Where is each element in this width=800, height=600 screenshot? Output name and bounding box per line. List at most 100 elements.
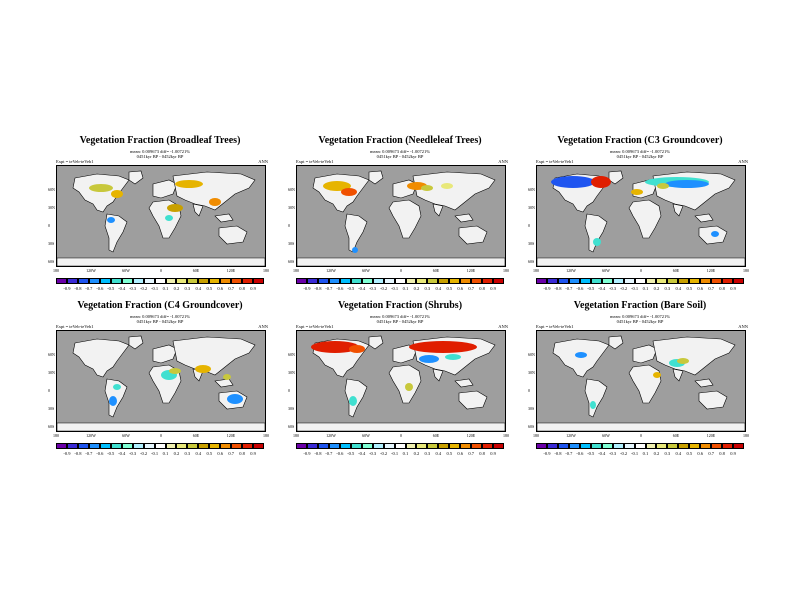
anomaly-patch (341, 188, 357, 196)
land-outline (368, 170, 384, 185)
colorbar-swatch (56, 278, 67, 284)
colorbar-swatch (460, 278, 472, 284)
longitude-label: 120E (466, 433, 476, 438)
colorbar-label: -0.9 (543, 286, 551, 291)
anomaly-patch (195, 365, 211, 373)
colorbar-swatch (99, 443, 111, 449)
anomaly-patch (167, 204, 183, 212)
colorbar-swatch (372, 443, 384, 449)
colorbar-swatch (394, 443, 406, 449)
stats-line: mean: 0.009673 diff= -1.00721% (609, 314, 671, 319)
colorbar-label: 0.4 (195, 451, 202, 456)
land-outline (537, 422, 745, 431)
land-outline (128, 335, 144, 350)
colorbar-swatch (220, 278, 232, 284)
longitude-label: 180 (293, 433, 299, 438)
colorbar-swatch (678, 278, 690, 284)
land-outline (152, 179, 178, 199)
colorbar-label: -0.3 (609, 286, 617, 291)
stats-line: mean: 0.009673 diff= -1.00721% (369, 149, 431, 154)
colorbar-swatch (634, 443, 646, 449)
colorbar-swatch (56, 443, 67, 449)
colorbar-swatch (317, 443, 329, 449)
land-outline (344, 213, 368, 253)
colorbar-label: 0.1 (162, 286, 169, 291)
colorbar-swatch (546, 443, 558, 449)
panel-title: Vegetation Fraction (C3 Groundcover) (557, 135, 723, 146)
anomaly-patch (109, 396, 117, 406)
colorbar-label: -0.2 (620, 286, 628, 291)
land-outline (312, 173, 370, 213)
colorbar-label: 0.6 (697, 286, 704, 291)
colorbar-label: -0.5 (107, 286, 115, 291)
period-line: 0451kyr BP - 0452kyr BP (616, 319, 664, 324)
colorbar-label: -0.8 (74, 286, 82, 291)
land-outline (454, 378, 474, 388)
colorbar-label: 0.8 (239, 451, 245, 456)
map-panel: Vegetation Fraction (Broadleaf Trees) mea… (48, 135, 270, 325)
land-outline (698, 390, 728, 410)
colorbar-label: -0.4 (118, 451, 126, 456)
latitude-label: 30N (528, 205, 535, 210)
longitude-label: 120W (86, 268, 96, 273)
colorbar-swatch (339, 443, 351, 449)
colorbar-label: -0.6 (96, 451, 104, 456)
longitude-label: 120W (326, 433, 336, 438)
colorbar-label: 0.6 (217, 451, 224, 456)
longitude-label: 180 (533, 268, 539, 273)
colorbar-label: 0.7 (228, 451, 234, 456)
colorbar-label: -0.1 (390, 451, 399, 456)
longitude-label: 120E (226, 268, 236, 273)
colorbar-swatch (165, 278, 177, 284)
anomaly-patch (653, 372, 661, 378)
panel-title: Vegetation Fraction (Broadleaf Trees) (79, 135, 241, 146)
anomaly-patch (175, 180, 203, 188)
longitude-label: 120W (566, 433, 576, 438)
colorbar-label: -0.8 (554, 286, 562, 291)
colorbar-swatch (88, 278, 100, 284)
land-outline (214, 213, 234, 223)
anomaly-patch (591, 176, 611, 188)
colorbar-label: -0.7 (565, 451, 573, 456)
colorbar-swatch (121, 278, 133, 284)
land-outline (72, 338, 130, 378)
colorbar-swatch (634, 278, 646, 284)
latitude-label: 0 (288, 223, 290, 228)
panel-title: Vegetation Fraction (Needleleaf Trees) (318, 135, 482, 146)
land-outline (454, 213, 474, 223)
colorbar-swatch (623, 443, 635, 449)
colorbar-swatch (656, 443, 668, 449)
latitude-label: 60S (288, 259, 295, 264)
colorbar-swatch (667, 278, 679, 284)
land-outline (608, 335, 624, 350)
colorbar-label: 0.1 (162, 451, 169, 456)
colorbar-label: -0.9 (543, 451, 551, 456)
colorbar-label: 0.5 (686, 286, 693, 291)
world-map (56, 330, 266, 432)
land-outline (57, 422, 265, 431)
land-outline (432, 203, 444, 217)
longitude-label: 60E (192, 433, 200, 438)
colorbar-swatch (711, 443, 723, 449)
longitude-label: 180 (503, 268, 509, 273)
colorbar-swatch (328, 278, 340, 284)
land-outline (392, 344, 418, 364)
colorbar-label: -0.7 (325, 286, 333, 291)
experiment-label: Expt = teVeb-teVeb1 (56, 324, 94, 329)
latitude-label: 0 (528, 223, 530, 228)
colorbar-swatch (601, 278, 613, 284)
latitude-label: 0 (48, 388, 50, 393)
colorbar-label: -0.4 (118, 286, 126, 291)
latitude-label: 60N (48, 352, 55, 357)
colorbar-swatch (154, 278, 166, 284)
longitude-label: 60W (602, 268, 610, 273)
colorbar-label: -0.5 (587, 286, 595, 291)
latitude-label: 60S (48, 424, 55, 429)
anomaly-patch (223, 374, 231, 380)
longitude-axis: 180 120W 60W 0 60E 120E 180 (53, 268, 269, 274)
world-map (536, 165, 746, 267)
colorbar-labels: -0.9 -0.8 -0.7 -0.6 -0.5 -0.4 -0.3 -0.2 -0.1 0.1 0… (296, 451, 504, 457)
colorbar-label: -0.2 (380, 451, 388, 456)
colorbar-label: -0.9 (303, 286, 311, 291)
anomaly-patch (665, 180, 709, 188)
